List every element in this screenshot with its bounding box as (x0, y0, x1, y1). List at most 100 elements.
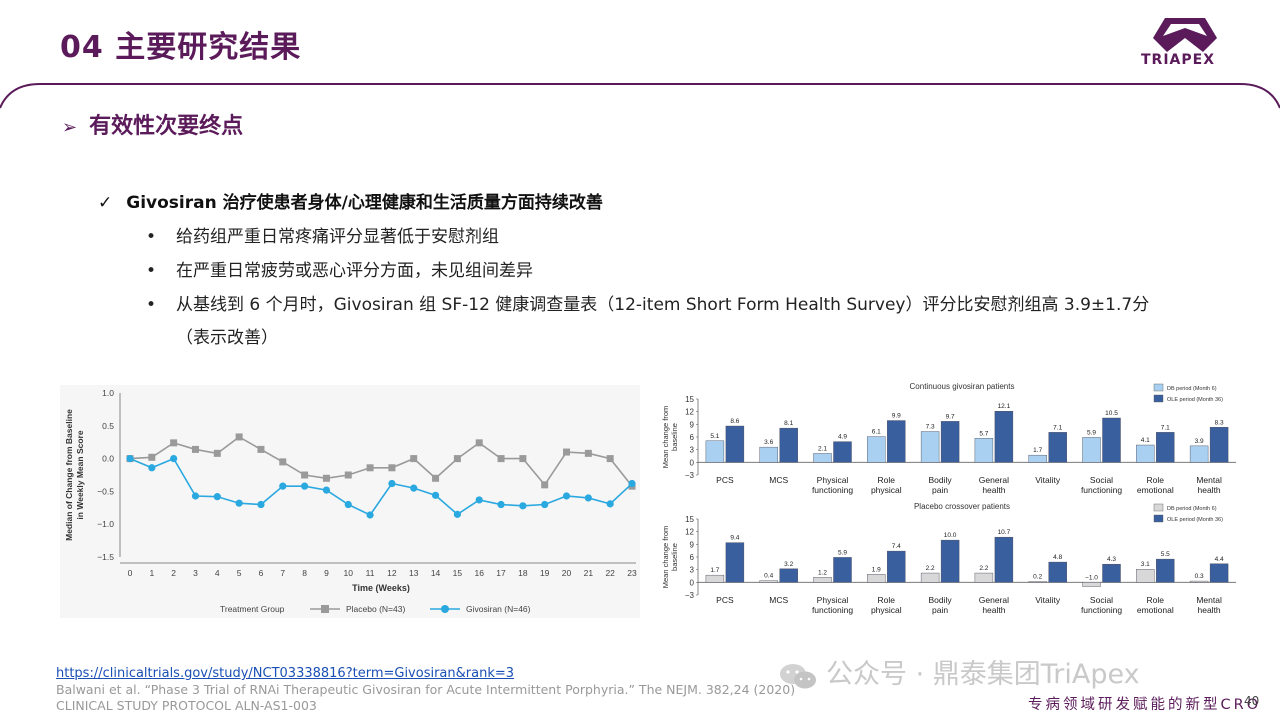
data-point-circle (628, 479, 636, 488)
bar (994, 411, 1014, 463)
bar-value-label: 1.2 (818, 569, 827, 576)
category-label: General (979, 595, 1009, 605)
category-label: physical (871, 605, 902, 615)
legend-title: Treatment Group (220, 604, 285, 614)
category-label: Social (1090, 595, 1113, 605)
line-chart-weekly-score: 1.00.50.0−0.5−1.0−1.50 1 2 3 4 5 6 7 8 9 10 11 12 13 1… (60, 385, 640, 618)
bar (1136, 444, 1155, 463)
category-label: Mental (1196, 475, 1222, 485)
clinicaltrials-link[interactable]: https://clinicaltrials.gov/study/NCT0333… (56, 666, 515, 681)
x-tick-label: 8 (302, 568, 307, 578)
bar (725, 542, 745, 583)
bullet-icon: • (146, 261, 157, 281)
bar (1189, 445, 1209, 463)
x-tick-label: 0 (128, 568, 133, 578)
category-label: MCS (769, 595, 788, 605)
company-tagline: 专病领域研发赋能的新型CRO (1028, 697, 1262, 713)
category-label: Vitality (1035, 475, 1061, 485)
bar (1028, 581, 1047, 583)
legend-swatch (1153, 383, 1164, 392)
protocol-text: CLINICAL STUDY PROTOCOL ALN-AS1-003 (56, 698, 317, 713)
y-tick-label: 3 (690, 566, 695, 575)
y-axis-label-line: in Weekly Mean Score (75, 430, 85, 519)
x-tick-label: 16 (474, 568, 484, 578)
y-tick-label: 12 (685, 408, 694, 417)
bullet-item: • 在严重日常疲劳或恶心评分方面，未见组间差异 (146, 256, 533, 281)
data-point-circle (148, 464, 156, 472)
bar (1028, 454, 1047, 463)
data-point-square (606, 455, 614, 463)
legend-label: DB period (Month 6) (1167, 506, 1217, 512)
bar (1048, 561, 1067, 583)
legend-marker (321, 605, 329, 613)
panel-title: Continuous givosiran patients (910, 382, 1015, 391)
bar (1102, 563, 1121, 583)
x-tick-label: 20 (562, 568, 572, 578)
bar-value-label: 9.7 (946, 413, 955, 420)
category-label: PCS (716, 595, 734, 605)
bullet-text: 在严重日常疲劳或恶心评分方面，未见组间差异 (176, 261, 533, 281)
bar-value-label: 3.9 (1195, 438, 1204, 445)
panel-title: Placebo crossover patients (914, 502, 1010, 511)
bar-value-label: 8.1 (784, 420, 793, 427)
category-label: functioning (1081, 485, 1122, 495)
legend-label: Givosiran (N=46) (466, 604, 531, 614)
bar (705, 574, 725, 583)
section-title: 有效性次要终点 (89, 114, 244, 139)
data-point-circle (410, 484, 418, 492)
bar-value-label: 4.9 (838, 434, 847, 441)
bar-value-label: 1.7 (710, 567, 719, 574)
category-label: health (982, 605, 1005, 615)
category-label: functioning (812, 605, 853, 615)
x-tick-label: 2 (171, 568, 176, 578)
x-tick-label: 1 (149, 568, 154, 578)
wechat-watermark: 公众号 · 鼎泰集团TriApex (778, 652, 1140, 691)
category-label: Role (878, 475, 896, 485)
bar-value-label: 7.1 (1161, 424, 1170, 431)
bullet-icon: • (146, 227, 157, 247)
x-tick-label: 22 (605, 568, 615, 578)
data-point-circle (301, 482, 309, 490)
x-axis-label: Time (Weeks) (352, 583, 410, 593)
wechat-icon (780, 663, 816, 688)
legend-swatch (1153, 514, 1164, 523)
bar (940, 421, 960, 463)
data-point-square (563, 448, 571, 456)
section-heading: ➢ 有效性次要终点 (62, 108, 243, 140)
bar-value-label: 2.2 (979, 565, 988, 572)
series-line (129, 457, 633, 517)
data-point-circle (191, 492, 200, 500)
legend-label: OLE period (Month 36) (1167, 397, 1223, 403)
bar (867, 574, 886, 583)
x-tick-label: 14 (431, 568, 441, 578)
bar-value-label: 4.8 (1053, 554, 1062, 561)
category-label: health (982, 485, 1005, 495)
category-label: PCS (716, 475, 734, 485)
y-tick-label: −1.5 (97, 552, 114, 562)
data-point-circle (519, 502, 527, 510)
y-tick-label: 12 (685, 528, 694, 537)
watermark-text: 公众号 · 鼎泰集团TriApex (826, 659, 1140, 690)
bar-value-label: 0.3 (1195, 573, 1204, 580)
arrow-icon: ➢ (62, 117, 78, 138)
bar-value-label: 3.2 (784, 561, 793, 568)
x-tick-label: 3 (193, 568, 198, 578)
data-point-square (432, 474, 440, 482)
x-tick-label: 12 (387, 568, 397, 578)
bullet-item: • 从基线到 6 个月时，Givosiran 组 SF-12 健康调查量表（12-… (146, 290, 1149, 315)
bar (1156, 558, 1175, 583)
y-axis-label-line: Mean change from (661, 406, 670, 469)
bar-value-label: 1.7 (1033, 447, 1042, 454)
bar-value-label: 4.4 (1215, 556, 1224, 563)
data-point-square (366, 464, 374, 472)
y-tick-label: 6 (690, 553, 695, 562)
data-point-circle (213, 493, 221, 501)
category-label: Physical (817, 595, 849, 605)
y-tick-label: 0 (690, 578, 695, 587)
bar-value-label: 7.3 (926, 424, 935, 431)
data-point-circle (497, 500, 505, 509)
bar-value-label: 0.2 (1033, 573, 1042, 580)
bar (1209, 427, 1229, 463)
y-tick-label: 1.0 (102, 388, 114, 398)
data-point-circle (344, 500, 352, 509)
